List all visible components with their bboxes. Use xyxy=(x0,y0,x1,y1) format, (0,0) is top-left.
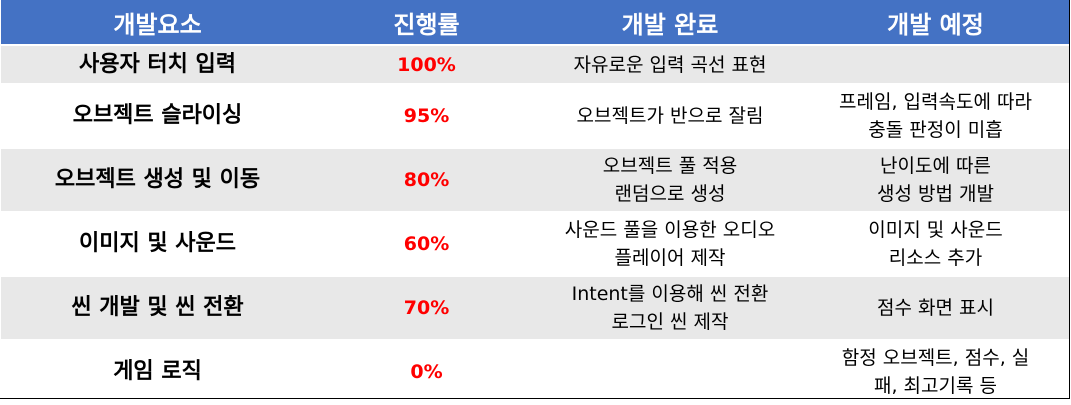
done-line: 플레이어 제작 xyxy=(614,247,726,269)
planned-cell: 프레임, 입력속도에 따라 충돌 판정이 미흡 xyxy=(801,84,1070,149)
done-line: 랜덤으로 생성 xyxy=(614,183,726,205)
done-line: 자유로운 입력 곡선 표현 xyxy=(573,53,767,76)
planned-cell xyxy=(801,45,1070,85)
done-line: 사운드 풀을 이용한 오디오 xyxy=(564,219,776,241)
planned-cell: 이미지 및 사운드 리소스 추가 xyxy=(801,212,1070,277)
planned-line: 이미지 및 사운드 xyxy=(868,219,1003,241)
header-done: 개발 완료 xyxy=(539,0,801,46)
progress-cell: 0% xyxy=(314,340,539,405)
table-row: 오브젝트 생성 및 이동 80% 오브젝트 풀 적용 랜덤으로 생성 난이도에 … xyxy=(1,148,1070,213)
header-element: 개발요소 xyxy=(1,0,314,46)
planned-line: 리소스 추가 xyxy=(888,247,983,269)
progress-cell: 70% xyxy=(314,276,539,341)
done-cell xyxy=(539,340,801,405)
done-cell: 오브젝트가 반으로 잘림 xyxy=(539,84,801,149)
done-cell: 사운드 풀을 이용한 오디오 플레이어 제작 xyxy=(539,212,801,277)
done-line: 오브젝트가 반으로 잘림 xyxy=(576,105,764,127)
planned-line: 난이도에 따른 xyxy=(880,155,991,177)
done-cell: 오브젝트 풀 적용 랜덤으로 생성 xyxy=(539,148,801,213)
element-cell: 이미지 및 사운드 xyxy=(1,212,314,277)
header-planned: 개발 예정 xyxy=(801,0,1070,46)
planned-line: 함정 오브젝트, 점수, 실 xyxy=(841,347,1030,369)
table-row: 게임 로직 0% 함정 오브젝트, 점수, 실 패, 최고기록 등 xyxy=(1,340,1070,405)
done-cell: 자유로운 입력 곡선 표현 xyxy=(539,45,801,85)
progress-cell: 80% xyxy=(314,148,539,213)
planned-cell: 난이도에 따른 생성 방법 개발 xyxy=(801,148,1070,213)
planned-line: 점수 화면 표시 xyxy=(877,297,994,319)
table-row: 오브젝트 슬라이싱 95% 오브젝트가 반으로 잘림 프레임, 입력속도에 따라… xyxy=(1,84,1070,149)
element-cell: 게임 로직 xyxy=(1,340,314,405)
table-row: 이미지 및 사운드 60% 사운드 풀을 이용한 오디오 플레이어 제작 이미지… xyxy=(1,212,1070,277)
planned-line: 프레임, 입력속도에 따라 xyxy=(839,91,1032,113)
element-cell: 씬 개발 및 씬 전환 xyxy=(1,276,314,341)
element-cell: 오브젝트 생성 및 이동 xyxy=(1,148,314,213)
done-cell: Intent를 이용해 씬 전환 로그인 씬 제작 xyxy=(539,276,801,341)
done-line: 오브젝트 풀 적용 xyxy=(602,155,738,177)
element-cell: 오브젝트 슬라이싱 xyxy=(1,84,314,149)
element-cell: 사용자 터치 입력 xyxy=(1,45,314,85)
header-progress: 진행률 xyxy=(314,0,539,46)
header-row: 개발요소 진행률 개발 완료 개발 예정 xyxy=(1,0,1070,46)
planned-cell: 함정 오브젝트, 점수, 실 패, 최고기록 등 xyxy=(801,340,1070,405)
table-row: 사용자 터치 입력 100% 자유로운 입력 곡선 표현 xyxy=(1,45,1070,85)
progress-cell: 60% xyxy=(314,212,539,277)
progress-cell: 95% xyxy=(314,84,539,149)
planned-line: 충돌 판정이 미흡 xyxy=(868,119,1003,141)
done-line: Intent를 이용해 씬 전환 xyxy=(571,283,769,305)
planned-cell: 점수 화면 표시 xyxy=(801,276,1070,341)
progress-cell: 100% xyxy=(314,45,539,85)
planned-line: 패, 최고기록 등 xyxy=(874,375,997,397)
table-row: 씬 개발 및 씬 전환 70% Intent를 이용해 씬 전환 로그인 씬 제… xyxy=(1,276,1070,341)
planned-line: 생성 방법 개발 xyxy=(877,183,994,205)
done-line: 로그인 씬 제작 xyxy=(611,311,729,333)
